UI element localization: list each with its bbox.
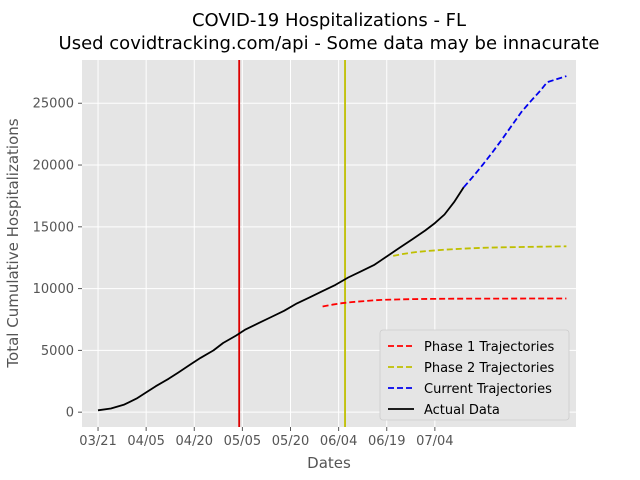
x-tick-label: 05/05 <box>224 434 261 449</box>
x-tick-label: 06/04 <box>320 434 357 449</box>
y-tick-label: 25000 <box>33 97 74 112</box>
y-tick-label: 15000 <box>33 220 74 235</box>
x-tick-label: 07/04 <box>416 434 453 449</box>
legend-label: Actual Data <box>424 403 500 418</box>
phase-2-trajectory-line <box>393 245 567 257</box>
actual-data-line <box>97 186 465 412</box>
x-tick-label: 04/20 <box>176 434 213 449</box>
y-axis-label: Total Cumulative Hospitalizations <box>4 118 22 368</box>
y-tick-label: 0 <box>66 406 74 421</box>
legend-label: Phase 1 Trajectories <box>424 340 554 355</box>
x-axis-ticks: 03/21 04/05 04/20 05/05 05/20 06/04 06/19 07/04 <box>79 427 454 449</box>
y-tick-label: 10000 <box>33 282 74 297</box>
current-trajectory-line <box>463 75 567 188</box>
x-tick-label: 03/21 <box>79 434 116 449</box>
x-axis-label: Dates <box>307 454 351 472</box>
legend: Phase 1 Trajectories Phase 2 Trajectories… <box>379 329 570 421</box>
phase-1-trajectory-line <box>322 297 567 308</box>
x-tick-label: 06/19 <box>368 434 405 449</box>
phase-markers <box>238 60 346 427</box>
y-tick-label: 20000 <box>33 159 74 174</box>
y-axis-ticks: 0 5000 10000 15000 20000 25000 <box>33 97 82 421</box>
series-lines <box>97 75 567 412</box>
legend-label: Current Trajectories <box>424 382 552 397</box>
y-tick-label: 5000 <box>41 344 74 359</box>
legend-box <box>379 329 570 421</box>
legend-label: Phase 2 Trajectories <box>424 361 554 376</box>
x-tick-label: 05/20 <box>272 434 309 449</box>
x-tick-label: 04/05 <box>127 434 164 449</box>
chart-subtitle: Used covidtracking.com/api - Some data m… <box>59 33 600 54</box>
chart-title: COVID-19 Hospitalizations - FL <box>192 10 466 31</box>
